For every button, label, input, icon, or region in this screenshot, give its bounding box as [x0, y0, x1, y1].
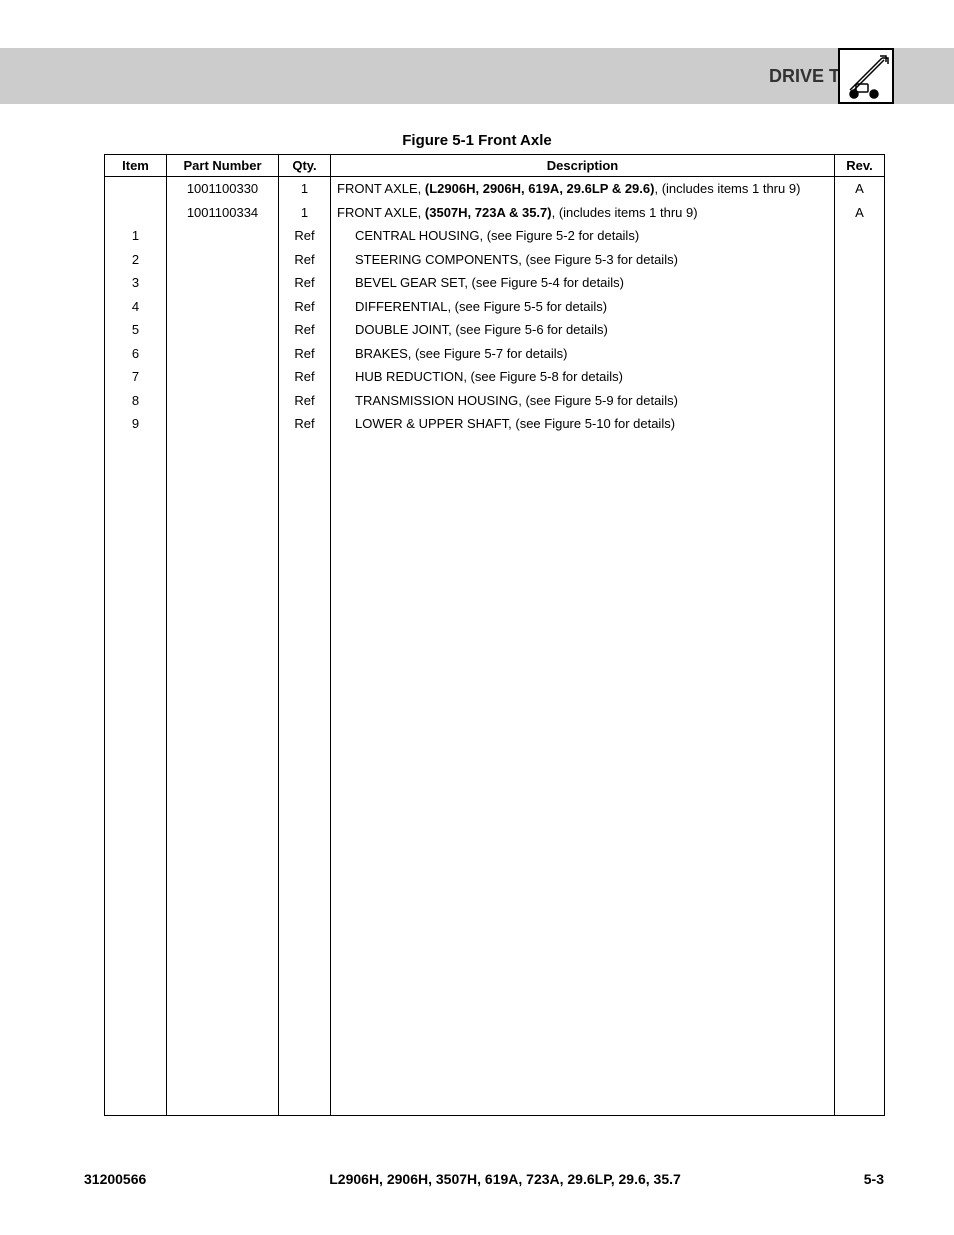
cell-qty: Ref — [279, 224, 331, 248]
cell-qty: 1 — [279, 201, 331, 225]
table-row: 6 RefBRAKES, (see Figure 5-7 for details) — [105, 342, 885, 366]
figure-title: Figure 5-1 Front Axle — [0, 132, 954, 149]
col-header-part: Part Number — [167, 155, 279, 177]
table-row: 9 RefLOWER & UPPER SHAFT, (see Figure 5-1… — [105, 412, 885, 436]
cell-part — [167, 248, 279, 272]
cell-item: 7 — [105, 365, 167, 389]
cell-item: 1 — [105, 224, 167, 248]
col-header-rev: Rev. — [835, 155, 885, 177]
cell-item: 6 — [105, 342, 167, 366]
cell-qty: Ref — [279, 318, 331, 342]
cell-item: 9 — [105, 412, 167, 436]
table-row: 5 RefDOUBLE JOINT, (see Figure 5-6 for de… — [105, 318, 885, 342]
cell-desc: DIFFERENTIAL, (see Figure 5-5 for detail… — [331, 295, 835, 319]
col-header-item: Item — [105, 155, 167, 177]
cell-qty: Ref — [279, 271, 331, 295]
cell-item: 3 — [105, 271, 167, 295]
cell-part: 1001100330 — [167, 177, 279, 201]
cell-desc: STEERING COMPONENTS, (see Figure 5-3 for… — [331, 248, 835, 272]
doc-number: 31200566 — [84, 1171, 146, 1187]
table-filler-row — [105, 436, 885, 1116]
table-header-row: Item Part Number Qty. Description Rev. — [105, 155, 885, 177]
model-list: L2906H, 2906H, 3507H, 619A, 723A, 29.6LP… — [329, 1171, 681, 1187]
cell-rev: A — [835, 177, 885, 201]
cell-part — [167, 412, 279, 436]
cell-desc: DOUBLE JOINT, (see Figure 5-6 for detail… — [331, 318, 835, 342]
cell-rev — [835, 295, 885, 319]
cell-desc: HUB REDUCTION, (see Figure 5-8 for detai… — [331, 365, 835, 389]
cell-part — [167, 365, 279, 389]
cell-qty: Ref — [279, 389, 331, 413]
cell-part: 1001100334 — [167, 201, 279, 225]
parts-table: Item Part Number Qty. Description Rev. 1… — [104, 154, 885, 1116]
cell-desc: TRANSMISSION HOUSING, (see Figure 5-9 fo… — [331, 389, 835, 413]
cell-desc: BRAKES, (see Figure 5-7 for details) — [331, 342, 835, 366]
cell-part — [167, 271, 279, 295]
cell-item: 8 — [105, 389, 167, 413]
telehandler-icon — [838, 48, 894, 104]
table-row: 8 RefTRANSMISSION HOUSING, (see Figure 5-… — [105, 389, 885, 413]
cell-item — [105, 177, 167, 201]
cell-part — [167, 295, 279, 319]
cell-item: 2 — [105, 248, 167, 272]
table-row: 2 RefSTEERING COMPONENTS, (see Figure 5-3… — [105, 248, 885, 272]
col-header-qty: Qty. — [279, 155, 331, 177]
cell-desc: FRONT AXLE, (L2906H, 2906H, 619A, 29.6LP… — [331, 177, 835, 201]
cell-part — [167, 224, 279, 248]
cell-desc: LOWER & UPPER SHAFT, (see Figure 5-10 fo… — [331, 412, 835, 436]
col-header-desc: Description — [331, 155, 835, 177]
page-number: 5-3 — [864, 1171, 884, 1187]
cell-qty: 1 — [279, 177, 331, 201]
cell-item: 5 — [105, 318, 167, 342]
cell-desc: BEVEL GEAR SET, (see Figure 5-4 for deta… — [331, 271, 835, 295]
table-row: 3 RefBEVEL GEAR SET, (see Figure 5-4 for … — [105, 271, 885, 295]
table-row: 4 RefDIFFERENTIAL, (see Figure 5-5 for de… — [105, 295, 885, 319]
cell-item: 4 — [105, 295, 167, 319]
cell-part — [167, 342, 279, 366]
cell-qty: Ref — [279, 365, 331, 389]
cell-rev — [835, 412, 885, 436]
cell-rev — [835, 271, 885, 295]
cell-rev — [835, 224, 885, 248]
cell-rev: A — [835, 201, 885, 225]
table-row: 1 RefCENTRAL HOUSING, (see Figure 5-2 for… — [105, 224, 885, 248]
cell-rev — [835, 318, 885, 342]
cell-qty: Ref — [279, 295, 331, 319]
cell-part — [167, 389, 279, 413]
cell-desc: FRONT AXLE, (3507H, 723A & 35.7), (inclu… — [331, 201, 835, 225]
cell-item — [105, 201, 167, 225]
cell-rev — [835, 365, 885, 389]
cell-part — [167, 318, 279, 342]
cell-qty: Ref — [279, 342, 331, 366]
table-row: 10011003341FRONT AXLE, (3507H, 723A & 35… — [105, 201, 885, 225]
cell-rev — [835, 342, 885, 366]
table-row: 10011003301FRONT AXLE, (L2906H, 2906H, 6… — [105, 177, 885, 201]
cell-rev — [835, 248, 885, 272]
page-footer: 31200566 L2906H, 2906H, 3507H, 619A, 723… — [0, 1171, 954, 1187]
section-header-bar: DRIVE TRAIN — [0, 48, 954, 104]
cell-qty: Ref — [279, 248, 331, 272]
cell-desc: CENTRAL HOUSING, (see Figure 5-2 for det… — [331, 224, 835, 248]
cell-rev — [835, 389, 885, 413]
cell-qty: Ref — [279, 412, 331, 436]
table-row: 7 RefHUB REDUCTION, (see Figure 5-8 for d… — [105, 365, 885, 389]
